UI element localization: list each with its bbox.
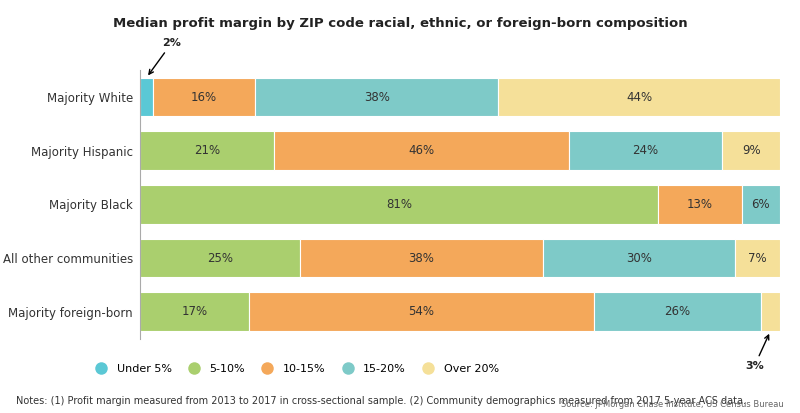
Bar <box>722 131 780 170</box>
Bar <box>742 185 780 224</box>
Bar <box>300 239 543 278</box>
Text: 81%: 81% <box>386 198 412 211</box>
Bar <box>140 185 658 224</box>
Bar <box>153 78 255 116</box>
Text: 21%: 21% <box>194 144 220 157</box>
Bar <box>594 292 761 331</box>
Text: 54%: 54% <box>409 305 434 318</box>
Bar <box>569 131 722 170</box>
Text: 6%: 6% <box>751 198 770 211</box>
Legend: Under 5%, 5-10%, 10-15%, 15-20%, Over 20%: Under 5%, 5-10%, 10-15%, 15-20%, Over 20… <box>86 360 503 379</box>
Text: 26%: 26% <box>665 305 690 318</box>
Text: 44%: 44% <box>626 90 652 104</box>
Text: 24%: 24% <box>633 144 658 157</box>
Text: 3%: 3% <box>745 335 769 371</box>
Bar <box>140 292 249 331</box>
Text: Notes: (1) Profit margin measured from 2013 to 2017 in cross-sectional sample. (: Notes: (1) Profit margin measured from 2… <box>16 396 746 406</box>
Text: 30%: 30% <box>626 252 652 265</box>
Bar <box>498 78 780 116</box>
Bar <box>274 131 569 170</box>
Text: 38%: 38% <box>409 252 434 265</box>
Text: 38%: 38% <box>364 90 390 104</box>
Bar <box>140 239 300 278</box>
Text: 25%: 25% <box>207 252 233 265</box>
Bar <box>735 239 780 278</box>
Bar <box>543 239 735 278</box>
Text: 17%: 17% <box>182 305 207 318</box>
Bar <box>249 292 594 331</box>
Bar <box>140 131 274 170</box>
Text: 9%: 9% <box>742 144 761 157</box>
Bar <box>140 78 153 116</box>
Bar <box>761 292 780 331</box>
Text: Source: JPMorgan Chase Institute, US Census Bureau: Source: JPMorgan Chase Institute, US Cen… <box>562 400 784 409</box>
Text: 7%: 7% <box>748 252 767 265</box>
Text: 2%: 2% <box>149 38 182 74</box>
Text: 13%: 13% <box>687 198 713 211</box>
Text: 16%: 16% <box>191 90 217 104</box>
Bar <box>658 185 742 224</box>
Text: 46%: 46% <box>409 144 434 157</box>
Bar <box>255 78 498 116</box>
Text: Median profit margin by ZIP code racial, ethnic, or foreign-born composition: Median profit margin by ZIP code racial,… <box>113 17 687 29</box>
